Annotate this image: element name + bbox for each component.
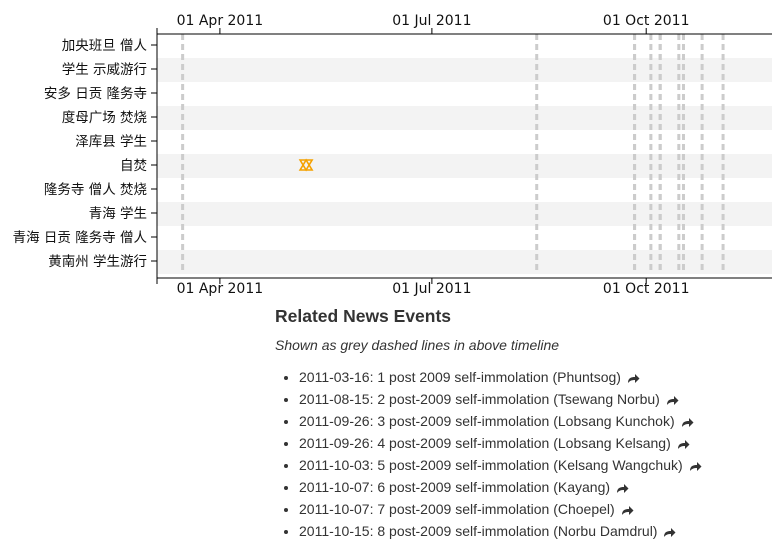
event-markers (298, 158, 314, 172)
x-tick-label-top: 01 Oct 2011 (603, 13, 690, 29)
row-label: 自焚 (120, 158, 147, 174)
news-item-text: 2011-10-03: 5 post-2009 self-immolation … (299, 457, 683, 473)
row-label: 青海 日贡 隆务寺 僧人 (13, 230, 148, 246)
news-item-text: 2011-09-26: 3 post-2009 self-immolation … (299, 413, 675, 429)
x-tick-label-top: 01 Jul 2011 (392, 13, 471, 29)
news-title: Related News Events (275, 306, 452, 326)
news-list: 2011-03-16: 1 post 2009 self-immolation … (275, 367, 770, 543)
news-item: 2011-10-07: 6 post-2009 self-immolation … (299, 477, 770, 499)
axes: 01 Apr 2011 01 Apr 2011 01 Jul 2011 01 Jul … (156, 13, 772, 297)
x-tick-label-bottom: 01 Apr 2011 (177, 281, 264, 297)
share-arrow-icon[interactable] (689, 457, 702, 477)
news-item: 2011-10-03: 5 post-2009 self-immolation … (299, 455, 770, 477)
row-band (157, 250, 772, 274)
row-bands (157, 58, 772, 274)
news-item: 2011-10-15: 8 post-2009 self-immolation … (299, 521, 770, 543)
row-label: 学生 示威游行 (62, 62, 147, 78)
share-arrow-icon[interactable] (663, 523, 676, 543)
share-arrow-icon[interactable] (621, 501, 634, 521)
news-item: 2011-10-07: 7 post-2009 self-immolation … (299, 499, 770, 521)
news-item-text: 2011-08-15: 2 post-2009 self-immolation … (299, 391, 660, 407)
share-arrow-icon[interactable] (681, 413, 694, 433)
event-marker (298, 158, 314, 172)
news-item-text: 2011-09-26: 4 post-2009 self-immolation … (299, 435, 671, 451)
marker-down-triangle (298, 159, 314, 172)
share-arrow-icon[interactable] (627, 369, 640, 389)
related-news-panel: Related News Events Shown as grey dashed… (275, 306, 770, 543)
row-label: 泽库县 学生 (75, 134, 147, 150)
timeline-chart: 01 Apr 2011 01 Apr 2011 01 Jul 2011 01 Jul … (13, 13, 772, 297)
news-item: 2011-09-26: 4 post-2009 self-immolation … (299, 433, 770, 455)
row-band (157, 106, 772, 130)
news-item-text: 2011-10-07: 6 post-2009 self-immolation … (299, 479, 611, 495)
news-item-text: 2011-03-16: 1 post 2009 self-immolation … (299, 369, 621, 385)
share-arrow-icon[interactable] (677, 435, 690, 455)
news-item: 2011-09-26: 3 post-2009 self-immolation … (299, 411, 770, 433)
row-label: 黄南州 学生游行 (48, 254, 147, 270)
row-band (157, 202, 772, 226)
row-label: 隆务寺 僧人 焚烧 (44, 182, 147, 198)
news-item: 2011-08-15: 2 post-2009 self-immolation … (299, 389, 770, 411)
news-item-text: 2011-10-15: 8 post-2009 self-immolation … (299, 523, 658, 539)
share-arrow-icon[interactable] (666, 391, 679, 411)
news-item-text: 2011-10-07: 7 post-2009 self-immolation … (299, 501, 615, 517)
x-tick-label-bottom: 01 Oct 2011 (603, 281, 690, 297)
row-label: 安多 日贡 隆务寺 (44, 85, 147, 102)
news-item: 2011-03-16: 1 post 2009 self-immolation … (299, 367, 770, 389)
row-band (157, 58, 772, 82)
share-arrow-icon[interactable] (616, 479, 629, 499)
x-tick-label-bottom: 01 Jul 2011 (392, 281, 471, 297)
row-label: 青海 学生 (89, 206, 147, 222)
row-band (157, 154, 772, 178)
row-label: 度母广场 焚烧 (62, 110, 147, 126)
news-subtitle: Shown as grey dashed lines in above time… (275, 337, 560, 353)
x-tick-label-top: 01 Apr 2011 (177, 13, 264, 29)
row-label: 加央班旦 僧人 (62, 38, 148, 54)
